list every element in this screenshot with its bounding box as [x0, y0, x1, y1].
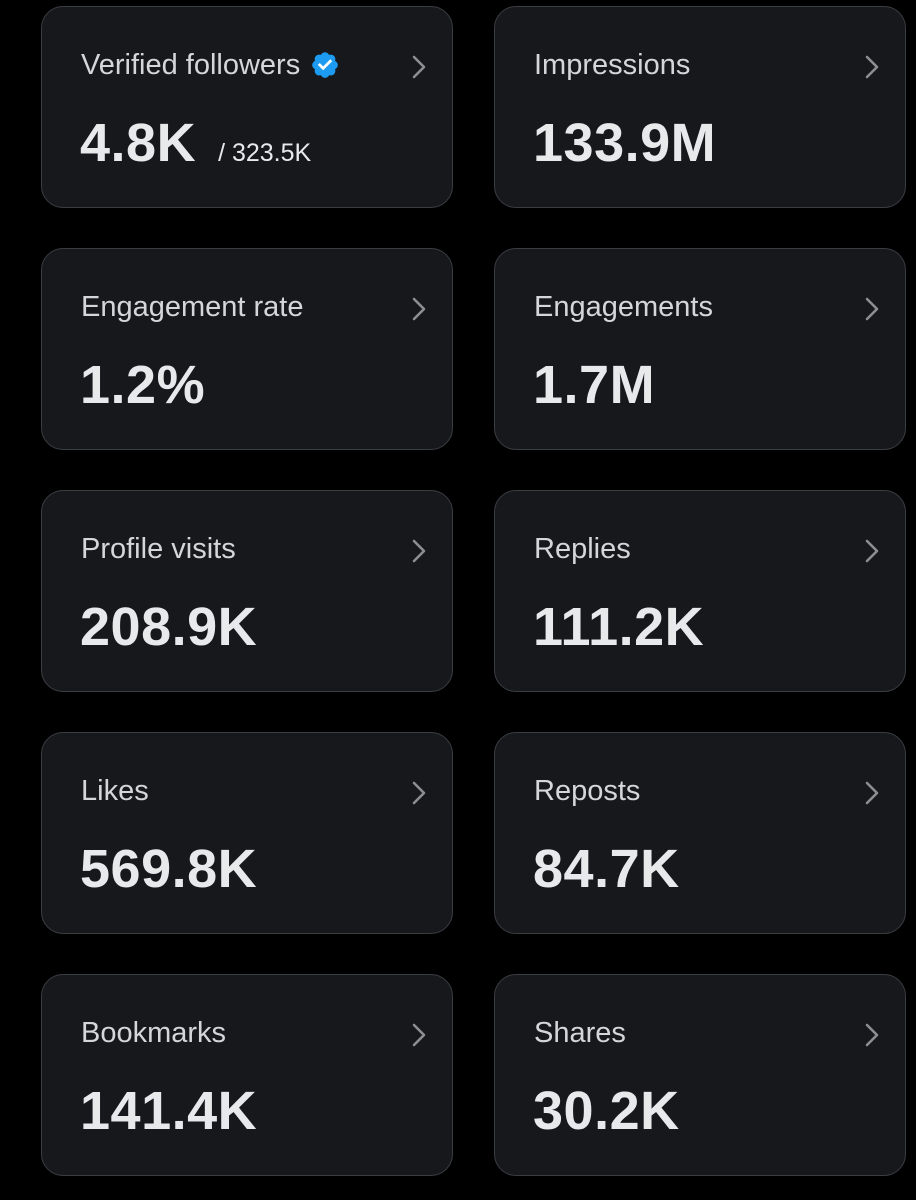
- metric-value-row: 569.8K: [80, 837, 257, 901]
- metric-card-shares[interactable]: Shares 30.2K: [494, 974, 906, 1176]
- metric-label-row: Verified followers: [81, 47, 340, 83]
- chevron-right-icon: [412, 539, 426, 563]
- metric-value-row: 141.4K: [80, 1079, 257, 1143]
- metric-label: Engagement rate: [81, 291, 304, 323]
- metric-label: Reposts: [534, 775, 641, 807]
- metric-value-row: 84.7K: [533, 837, 680, 901]
- verified-badge-icon: [310, 50, 340, 80]
- metric-value: 1.2%: [80, 355, 206, 415]
- metric-value-row: 133.9M: [533, 111, 716, 175]
- chevron-right-icon: [412, 297, 426, 321]
- metric-card-likes[interactable]: Likes 569.8K: [41, 732, 453, 934]
- metric-card-reposts[interactable]: Reposts 84.7K: [494, 732, 906, 934]
- metric-label-row: Likes: [81, 773, 149, 809]
- metric-card-impressions[interactable]: Impressions 133.9M: [494, 6, 906, 208]
- chevron-right-icon: [865, 1023, 879, 1047]
- metric-label-row: Engagements: [534, 289, 713, 325]
- metric-label: Shares: [534, 1017, 626, 1049]
- metric-value: 84.7K: [533, 839, 680, 899]
- metric-value: 4.8K: [80, 113, 197, 173]
- metric-label: Replies: [534, 533, 631, 565]
- metric-value: 208.9K: [80, 597, 258, 657]
- metric-label-row: Reposts: [534, 773, 640, 809]
- metric-label-row: Shares: [534, 1015, 626, 1051]
- metric-label: Likes: [81, 775, 149, 807]
- metric-value: 133.9M: [533, 113, 717, 173]
- chevron-right-icon: [412, 781, 426, 805]
- chevron-right-icon: [865, 55, 879, 79]
- metric-card-profile-visits[interactable]: Profile visits 208.9K: [41, 490, 453, 692]
- metric-label-row: Impressions: [534, 47, 690, 83]
- metric-card-verified-followers[interactable]: Verified followers 4.8K / 323.5K: [41, 6, 453, 208]
- chevron-right-icon: [865, 297, 879, 321]
- metric-value-row: 30.2K: [533, 1079, 680, 1143]
- metric-label: Profile visits: [81, 533, 236, 565]
- analytics-metrics-grid: Verified followers 4.8K / 323.5K Impress…: [41, 6, 906, 1176]
- metric-value-row: 111.2K: [533, 595, 704, 659]
- metric-value: 141.4K: [80, 1081, 258, 1141]
- metric-label: Verified followers: [81, 49, 301, 81]
- metric-card-engagements[interactable]: Engagements 1.7M: [494, 248, 906, 450]
- metric-value: 1.7M: [533, 355, 656, 415]
- metric-value-row: 1.7M: [533, 353, 655, 417]
- metric-card-replies[interactable]: Replies 111.2K: [494, 490, 906, 692]
- metric-label-row: Profile visits: [81, 531, 236, 567]
- metric-label: Bookmarks: [81, 1017, 227, 1049]
- metric-label-row: Replies: [534, 531, 631, 567]
- metric-value: 30.2K: [533, 1081, 680, 1141]
- chevron-right-icon: [865, 539, 879, 563]
- metric-card-bookmarks[interactable]: Bookmarks 141.4K: [41, 974, 453, 1176]
- metric-value: 111.2K: [533, 597, 705, 657]
- chevron-right-icon: [412, 1023, 426, 1047]
- metric-card-engagement-rate[interactable]: Engagement rate 1.2%: [41, 248, 453, 450]
- metric-label-row: Engagement rate: [81, 289, 303, 325]
- metric-value-row: 208.9K: [80, 595, 257, 659]
- metric-label: Impressions: [534, 49, 691, 81]
- metric-label: Engagements: [534, 291, 713, 323]
- chevron-right-icon: [865, 781, 879, 805]
- metric-value-row: 4.8K / 323.5K: [80, 111, 311, 175]
- chevron-right-icon: [412, 55, 426, 79]
- metric-total: / 323.5K: [218, 139, 312, 167]
- metric-value: 569.8K: [80, 839, 258, 899]
- metric-value-row: 1.2%: [80, 353, 205, 417]
- metric-label-row: Bookmarks: [81, 1015, 226, 1051]
